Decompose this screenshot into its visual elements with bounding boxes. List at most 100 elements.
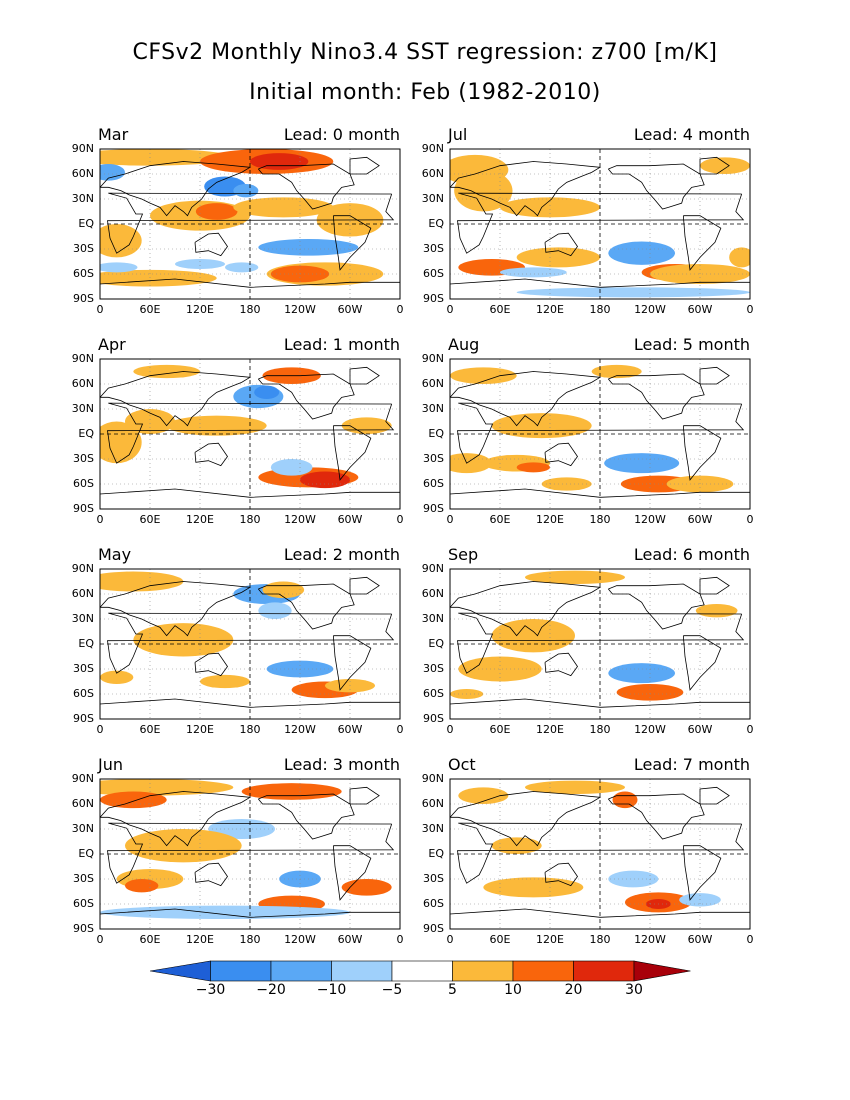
coastline xyxy=(194,862,228,887)
map-panel-aug: Aug Lead: 5 month xyxy=(448,335,751,555)
coastline xyxy=(349,576,380,595)
lon-tick-label: 60E xyxy=(489,933,511,946)
map-panel-jun: Jun Lead: 3 month xyxy=(98,755,401,975)
anomaly-region xyxy=(125,409,175,434)
panel-lead-label: Lead: 1 month xyxy=(283,335,400,354)
lat-tick-label: 90S xyxy=(73,502,94,515)
lon-tick-label: 180 xyxy=(239,513,261,526)
coastline xyxy=(450,278,750,288)
lon-tick-label: 0 xyxy=(396,513,404,526)
lat-tick-label: 60S xyxy=(423,477,444,490)
colorbar-tick-label: −30 xyxy=(195,982,226,998)
colorbar-segment xyxy=(270,960,332,982)
map-panel-jul: Jul Lead: 4 month xyxy=(448,125,751,345)
lat-tick-label: 90S xyxy=(423,502,444,515)
panel-month-label: Sep xyxy=(448,545,479,564)
lat-tick-label: 30S xyxy=(423,872,444,885)
panel-month-label: Aug xyxy=(448,335,480,354)
panel-lead-label: Lead: 2 month xyxy=(283,545,400,564)
lat-tick-label: 30S xyxy=(423,662,444,675)
lon-tick-label: 0 xyxy=(96,723,104,736)
lat-tick-label: 60S xyxy=(423,687,444,700)
lat-tick-label: 30N xyxy=(421,822,444,835)
anomaly-region xyxy=(608,241,675,265)
lat-tick-label: 60S xyxy=(423,897,444,910)
lon-tick-label: 120W xyxy=(634,933,666,946)
anomaly-region xyxy=(458,787,509,804)
lon-tick-label: 180 xyxy=(589,933,611,946)
lon-tick-label: 180 xyxy=(589,303,611,316)
lat-tick-label: EQ xyxy=(428,427,444,440)
panel-lead-label: Lead: 0 month xyxy=(283,125,400,144)
coastline xyxy=(107,822,395,884)
map-panel-sep: Sep Lead: 6 month xyxy=(448,545,751,765)
lat-tick-label: 30N xyxy=(71,192,94,205)
anomaly-region xyxy=(200,674,250,689)
lat-tick-label: 60S xyxy=(73,897,94,910)
coastline xyxy=(450,698,750,708)
coastline xyxy=(457,192,745,254)
lat-tick-label: 60N xyxy=(71,797,94,810)
coastline xyxy=(194,442,228,467)
colorbar-tick-label: 5 xyxy=(448,982,457,998)
panel-month-label: May xyxy=(98,545,132,564)
lon-tick-label: 0 xyxy=(746,723,754,736)
lon-tick-label: 0 xyxy=(746,933,754,946)
lon-tick-label: 120W xyxy=(634,723,666,736)
colorbar-segment xyxy=(512,960,574,982)
lat-tick-label: 30S xyxy=(73,242,94,255)
lon-tick-label: 0 xyxy=(396,303,404,316)
lon-tick-label: 0 xyxy=(96,303,104,316)
panel-lead-label: Lead: 3 month xyxy=(283,755,400,774)
regression-map xyxy=(99,148,401,300)
lon-tick-label: 0 xyxy=(446,513,454,526)
coastline xyxy=(450,581,602,637)
coastline xyxy=(100,488,400,498)
lat-tick-label: 90S xyxy=(73,922,94,935)
coastline xyxy=(457,402,745,464)
anomaly-region xyxy=(233,197,334,218)
lat-tick-label: 60N xyxy=(421,797,444,810)
lon-tick-label: 120E xyxy=(536,513,564,526)
coastline xyxy=(450,908,750,918)
anomaly-region xyxy=(258,239,359,256)
panel-lead-label: Lead: 6 month xyxy=(633,545,750,564)
figure-subtitle: Initial month: Feb (1982-2010) xyxy=(249,80,601,105)
map-panel-apr: Apr Lead: 1 month xyxy=(98,335,401,555)
anomaly-region xyxy=(454,169,513,212)
lat-tick-label: 30N xyxy=(71,822,94,835)
coastline xyxy=(699,786,730,805)
coastline xyxy=(682,845,722,901)
lat-tick-label: EQ xyxy=(428,217,444,230)
map-panel-oct: Oct Lead: 7 month xyxy=(448,755,751,975)
coastline xyxy=(100,278,400,288)
colorbar-tick-label: 10 xyxy=(504,982,522,998)
panel-month-label: Mar xyxy=(98,125,129,144)
lon-tick-label: 60W xyxy=(337,723,363,736)
lat-tick-label: 60N xyxy=(421,167,444,180)
lon-tick-label: 0 xyxy=(746,303,754,316)
coastline xyxy=(349,156,380,175)
regression-map xyxy=(99,778,401,930)
regression-map xyxy=(449,778,751,930)
anomaly-region xyxy=(133,364,200,379)
coastline xyxy=(608,163,705,210)
lat-tick-label: 90S xyxy=(423,712,444,725)
panel-month-label: Apr xyxy=(98,335,126,354)
lat-tick-label: EQ xyxy=(428,847,444,860)
colorbar-segment xyxy=(150,960,211,982)
anomaly-region xyxy=(612,791,638,809)
coastline xyxy=(682,425,722,481)
colorbar-segment xyxy=(210,960,272,982)
colorbar-tick-label: 20 xyxy=(564,982,583,998)
colorbar-tick-label: −20 xyxy=(256,982,286,998)
anomaly-region xyxy=(258,602,292,619)
anomaly-region xyxy=(100,224,142,258)
coastline xyxy=(107,612,395,674)
lon-tick-label: 120W xyxy=(284,933,316,946)
anomaly-region xyxy=(100,262,138,273)
coastline xyxy=(608,583,705,630)
lon-tick-label: 60E xyxy=(139,513,161,526)
map-panel-may: May Lead: 2 month xyxy=(98,545,401,765)
lat-tick-label: 60S xyxy=(73,687,94,700)
